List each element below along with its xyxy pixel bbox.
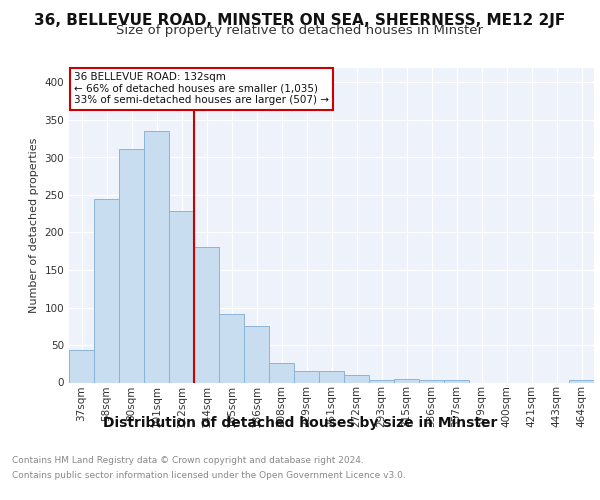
Y-axis label: Number of detached properties: Number of detached properties	[29, 138, 39, 312]
Bar	[344, 375, 369, 382]
Text: Contains HM Land Registry data © Crown copyright and database right 2024.: Contains HM Land Registry data © Crown c…	[12, 456, 364, 465]
Text: Contains public sector information licensed under the Open Government Licence v3: Contains public sector information licen…	[12, 471, 406, 480]
Bar	[119, 149, 144, 382]
Bar	[419, 380, 444, 382]
Bar	[219, 314, 244, 382]
Bar	[169, 212, 194, 382]
Bar	[69, 350, 94, 382]
Bar	[394, 379, 419, 382]
Bar	[244, 326, 269, 382]
Bar	[194, 246, 219, 382]
Text: Distribution of detached houses by size in Minster: Distribution of detached houses by size …	[103, 416, 497, 430]
Bar	[294, 370, 319, 382]
Text: 36, BELLEVUE ROAD, MINSTER ON SEA, SHEERNESS, ME12 2JF: 36, BELLEVUE ROAD, MINSTER ON SEA, SHEER…	[34, 12, 566, 28]
Bar	[269, 363, 294, 382]
Bar	[319, 370, 344, 382]
Bar	[369, 380, 394, 382]
Bar	[444, 380, 469, 382]
Bar	[569, 380, 594, 382]
Bar	[94, 198, 119, 382]
Bar	[144, 131, 169, 382]
Text: Size of property relative to detached houses in Minster: Size of property relative to detached ho…	[116, 24, 484, 37]
Text: 36 BELLEVUE ROAD: 132sqm
← 66% of detached houses are smaller (1,035)
33% of sem: 36 BELLEVUE ROAD: 132sqm ← 66% of detach…	[74, 72, 329, 106]
